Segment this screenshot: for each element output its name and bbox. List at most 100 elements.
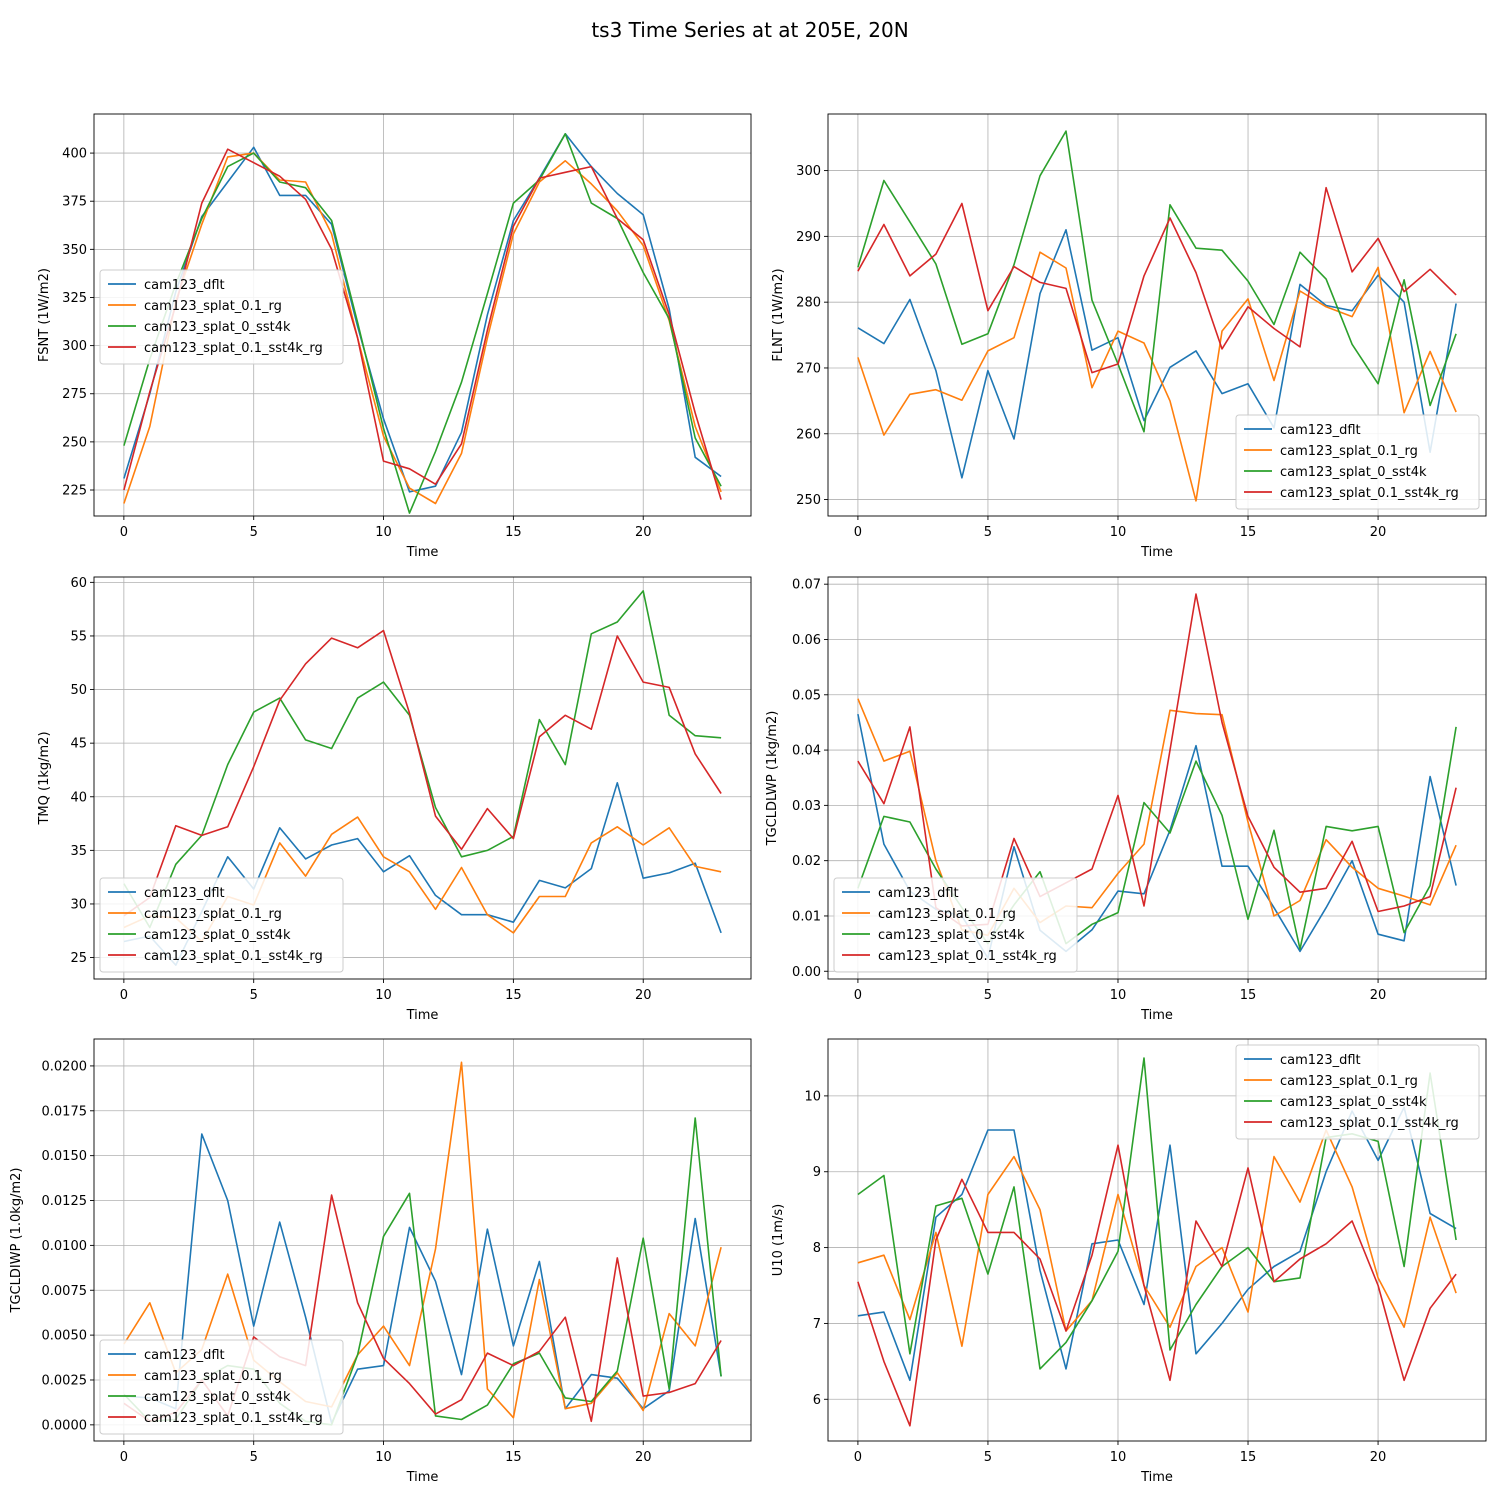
x-tick-label: 0 [120, 1450, 128, 1465]
chart-5: 0 5 10 15 20 0.0000 0.0025 0.0050 0.0075 0.0100 0.… [9, 1038, 752, 1485]
y-tick-label: 0.0200 [42, 1059, 88, 1074]
series-line-3 [857, 130, 1457, 433]
x-tick-label: 15 [1240, 988, 1257, 1003]
legend-label-2: cam123_splat_0.1_rg [1280, 1074, 1418, 1089]
y-tick-label: 0.0125 [42, 1194, 88, 1209]
x-axis-label: Time [406, 1008, 439, 1023]
series-line-1 [123, 133, 722, 493]
series-line-2 [123, 152, 722, 505]
y-tick-label: 0.0025 [42, 1373, 88, 1388]
x-tick-label: 5 [984, 525, 992, 540]
legend: cam123_dflt cam123_splat_0.1_rg cam123_spl… [99, 877, 344, 973]
legend-label-3: cam123_splat_0_sst4k [144, 1390, 291, 1405]
series-line-3 [123, 133, 722, 514]
series-line-1 [857, 229, 1457, 479]
x-axis-label: Time [406, 545, 439, 560]
y-tick-label: 0.0000 [42, 1418, 88, 1433]
legend-box [833, 877, 1078, 973]
y-tick-label: 40 [70, 790, 87, 805]
series-line-4 [123, 148, 722, 500]
chart-2: 0 5 10 15 20 250 260 270 280 290 300 Time FLNT (1W/m… [771, 113, 1487, 560]
x-tick-label: 0 [120, 988, 128, 1003]
y-tick-label: 270 [796, 361, 821, 376]
y-tick-label: 325 [62, 291, 87, 306]
y-tick-label: 0.0150 [42, 1149, 88, 1164]
y-axis-label: FLNT (1W/m2) [771, 268, 786, 361]
x-tick-label: 20 [1370, 1450, 1387, 1465]
x-tick-label: 10 [375, 525, 392, 540]
y-tick-label: 55 [70, 629, 87, 644]
x-tick-label: 20 [1370, 988, 1387, 1003]
legend-label-4: cam123_splat_0.1_sst4k_rg [1280, 1116, 1459, 1131]
legend-label-2: cam123_splat_0.1_rg [144, 907, 282, 922]
legend-label-2: cam123_splat_0.1_rg [144, 1369, 282, 1384]
y-tick-label: 375 [62, 195, 87, 210]
legend-label-3: cam123_splat_0_sst4k [144, 928, 291, 943]
y-tick-label: 7 [813, 1317, 821, 1332]
x-tick-label: 0 [854, 1450, 862, 1465]
y-tick-label: 250 [62, 435, 87, 450]
legend-label-2: cam123_splat_0.1_rg [1280, 444, 1418, 459]
chart-4: 0 5 10 15 20 0.00 0.01 0.02 0.03 0.04 0.05 0.06 0.07… [765, 576, 1487, 1023]
x-tick-label: 20 [635, 1450, 652, 1465]
legend-box [1235, 1044, 1480, 1140]
legend-label-1: cam123_dflt [144, 278, 225, 293]
x-tick-label: 5 [984, 988, 992, 1003]
y-tick-label: 35 [70, 844, 87, 859]
x-tick-label: 10 [1110, 988, 1127, 1003]
x-tick-label: 5 [984, 1450, 992, 1465]
x-tick-label: 0 [854, 988, 862, 1003]
y-tick-label: 300 [796, 164, 821, 179]
series-line-2 [857, 1129, 1457, 1347]
x-tick-label: 5 [250, 1450, 258, 1465]
legend-label-3: cam123_splat_0_sst4k [1280, 465, 1427, 480]
y-tick-label: 9 [813, 1165, 821, 1180]
axes-frame [93, 576, 752, 980]
chart-6: 0 5 10 15 20 6 7 8 9 10 Time U10 (1m/s) cam123_dfltc… [771, 1038, 1487, 1485]
y-tick-label: 0.0075 [42, 1284, 88, 1299]
x-tick-label: 15 [505, 1450, 522, 1465]
axes-frame [93, 1038, 752, 1442]
x-tick-label: 15 [505, 525, 522, 540]
x-tick-label: 5 [250, 525, 258, 540]
legend-label-2: cam123_splat_0.1_rg [878, 907, 1016, 922]
legend-label-2: cam123_splat_0.1_rg [144, 299, 282, 314]
axes-frame [827, 576, 1487, 980]
legend-box [99, 877, 344, 973]
series-line-2 [857, 251, 1457, 502]
legend-box [99, 269, 344, 365]
y-tick-label: 0.0175 [42, 1104, 88, 1119]
x-tick-label: 10 [375, 988, 392, 1003]
legend-label-3: cam123_splat_0_sst4k [144, 320, 291, 335]
y-tick-label: 350 [62, 243, 87, 258]
y-tick-label: 0.02 [792, 854, 821, 869]
series-line-4 [857, 1144, 1457, 1427]
y-axis-label: TMQ (1kg/m2) [37, 731, 52, 825]
y-tick-label: 30 [70, 897, 87, 912]
y-axis-label: U10 (1m/s) [771, 1204, 786, 1276]
x-tick-label: 5 [250, 988, 258, 1003]
series-line-4 [857, 186, 1457, 374]
legend-label-4: cam123_splat_0.1_sst4k_rg [144, 949, 323, 964]
series-line-1 [123, 1133, 722, 1424]
chart-3: 0 5 10 15 20 25 30 35 40 45 50 55 60 Time TMQ (1kg/m2)… [37, 576, 752, 1023]
x-tick-label: 10 [1110, 525, 1127, 540]
y-tick-label: 280 [796, 296, 821, 311]
x-axis-label: Time [1140, 1470, 1173, 1485]
legend-label-4: cam123_splat_0.1_sst4k_rg [1280, 486, 1459, 501]
y-tick-label: 25 [70, 951, 87, 966]
x-tick-label: 0 [120, 525, 128, 540]
axes-frame [827, 1038, 1487, 1442]
y-tick-label: 275 [62, 387, 87, 402]
legend: cam123_dflt cam123_splat_0.1_rg cam123_spl… [1235, 1044, 1480, 1140]
y-tick-label: 0.03 [792, 799, 821, 814]
y-tick-label: 250 [796, 493, 821, 508]
legend-label-3: cam123_splat_0_sst4k [878, 928, 1025, 943]
y-tick-label: 0.07 [792, 578, 821, 593]
series-line-1 [123, 781, 722, 966]
y-tick-label: 0.06 [792, 633, 821, 648]
legend-box [99, 1339, 344, 1435]
legend-label-4: cam123_splat_0.1_sst4k_rg [144, 1411, 323, 1426]
y-tick-label: 0.05 [792, 688, 821, 703]
figure-title: ts3 Time Series at at 205E, 20N [591, 18, 908, 42]
